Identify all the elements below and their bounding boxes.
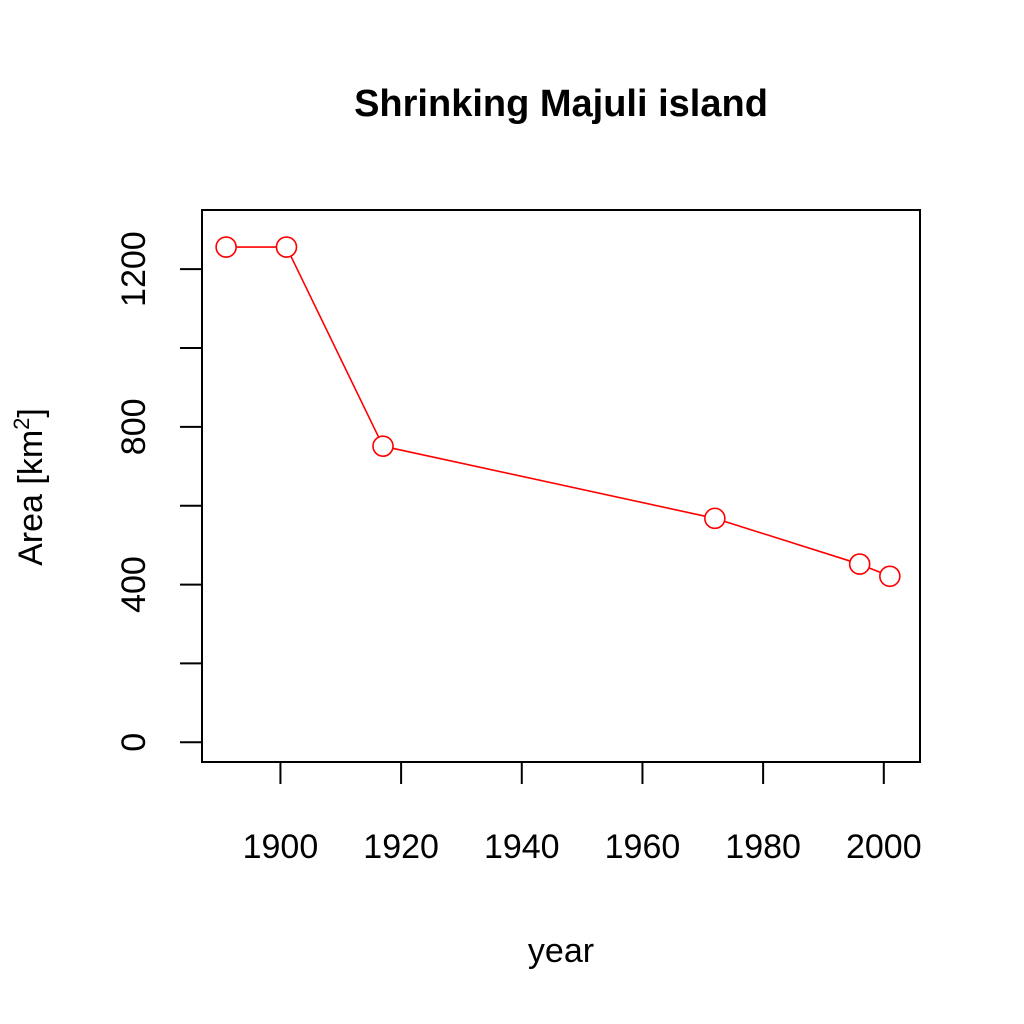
y-tick-label: 0 bbox=[115, 733, 153, 752]
x-tick-label: 2000 bbox=[846, 828, 922, 866]
plot-area-frame bbox=[201, 209, 921, 763]
y-tick-label: 1200 bbox=[115, 231, 153, 307]
data-point bbox=[879, 565, 901, 588]
x-tick-label: 1900 bbox=[243, 828, 319, 866]
data-point bbox=[704, 507, 726, 530]
x-tick-label: 1960 bbox=[605, 828, 681, 866]
y-tick-label: 400 bbox=[115, 556, 153, 613]
series-line-segment bbox=[392, 447, 706, 517]
y-axis-label-superscript: 2 bbox=[9, 418, 34, 430]
y-axis-label: Area [km2] bbox=[9, 408, 50, 566]
x-axis-label: year bbox=[528, 932, 594, 970]
data-point bbox=[275, 236, 298, 258]
y-tick-label: 800 bbox=[115, 398, 153, 455]
data-point bbox=[215, 236, 237, 258]
data-point bbox=[372, 435, 394, 457]
y-axis-label-suffix: ] bbox=[12, 408, 50, 417]
x-tick-label: 1980 bbox=[725, 828, 801, 866]
series-line-segment bbox=[868, 567, 881, 574]
chart-title: Shrinking Majuli island bbox=[354, 83, 768, 125]
x-tick-label: 1940 bbox=[484, 828, 560, 866]
y-axis-label-main: Area [km bbox=[12, 430, 50, 566]
series-line-segment bbox=[724, 520, 851, 562]
series-layer bbox=[215, 236, 901, 588]
x-tick-label: 1920 bbox=[363, 828, 439, 866]
series-line-segment bbox=[290, 255, 380, 438]
y-axis: 0 400 800 1200 bbox=[115, 231, 203, 752]
data-point bbox=[848, 553, 871, 575]
x-axis: 1900 1920 1940 1960 1980 2000 bbox=[243, 761, 922, 866]
